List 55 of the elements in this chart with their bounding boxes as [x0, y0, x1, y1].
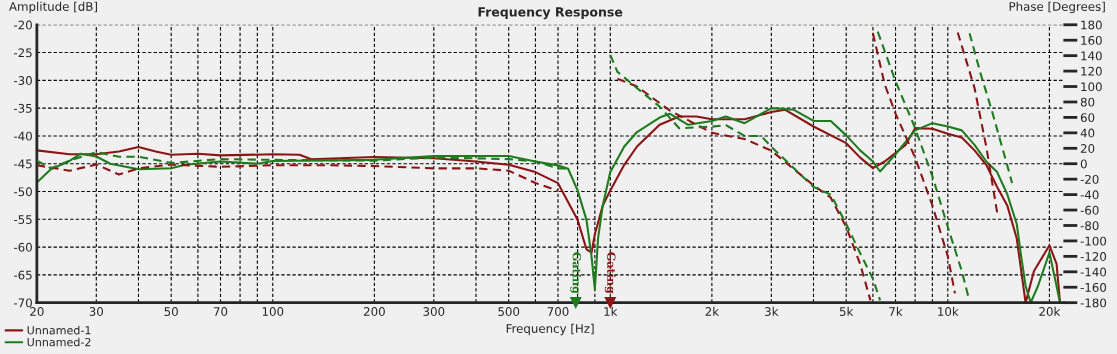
- y2-tick-label: -40: [1080, 190, 1099, 200]
- y2-tick-label: -60: [1080, 205, 1099, 215]
- x-tick-label: 30: [89, 307, 104, 316]
- y2-tick-label: -120: [1080, 252, 1107, 262]
- y2-tick-label: -160: [1080, 282, 1107, 292]
- y2-tick-label: 20: [1080, 144, 1095, 153]
- x-tick-label: 20k: [1039, 306, 1061, 316]
- x-tick-label: 10k: [938, 306, 959, 316]
- x-tick-label: 5k: [839, 306, 854, 316]
- y-tick-label: -70: [13, 298, 32, 308]
- y2-tick-label: 40: [1080, 128, 1095, 138]
- x-axis-title: Frequency [Hz]: [506, 323, 594, 336]
- y-tick-label: -30: [13, 76, 32, 86]
- y2-tick-label: 140: [1081, 51, 1102, 61]
- x-tick-label: 700: [547, 307, 569, 316]
- y-tick-label: -45: [13, 159, 32, 169]
- x-tick-label: 500: [498, 307, 520, 316]
- y-tick-label: -65: [13, 270, 32, 280]
- x-tick-label: 2k: [705, 306, 720, 316]
- x-tick-label: 3k: [765, 306, 779, 316]
- y-tick-label: -25: [13, 48, 32, 58]
- y2-tick-label: 180: [1081, 20, 1102, 30]
- y-tick-label: -55: [13, 215, 32, 224]
- y2-axis-title: Phase [Degrees]: [1009, 1, 1105, 14]
- y2-tick-label: -140: [1080, 267, 1107, 277]
- y2-tick-label: 120: [1081, 66, 1102, 76]
- x-tick-label: 100: [262, 307, 284, 316]
- y2-tick-label: -80: [1080, 221, 1099, 231]
- y2-tick-label: -100: [1080, 236, 1107, 246]
- line-series: [968, 32, 1014, 185]
- legend-label: Unnamed-1: [27, 325, 91, 335]
- y-tick-label: -50: [13, 187, 32, 197]
- y2-tick-label: 0: [1080, 159, 1087, 169]
- x-tick-label: 50: [164, 307, 178, 316]
- y-tick-label: -20: [13, 20, 32, 30]
- annotation: Gating: [604, 252, 616, 294]
- chart-title: Frequency Response: [478, 7, 623, 20]
- y-tick-label: -40: [13, 131, 32, 141]
- y2-tick-label: 160: [1081, 35, 1102, 45]
- x-tick-label: 200: [363, 307, 385, 316]
- y2-tick-label: 80: [1080, 97, 1095, 107]
- legend-label: Unnamed-2: [27, 337, 91, 347]
- y-tick-label: -35: [13, 103, 32, 113]
- y-axis-title: Amplitude [dB]: [9, 1, 97, 14]
- x-tick-label: 20: [30, 307, 44, 316]
- y2-tick-label: 100: [1081, 82, 1102, 92]
- x-tick-label: 300: [423, 307, 445, 316]
- x-tick-label: 1k: [604, 306, 618, 316]
- y2-tick-label: -180: [1080, 298, 1107, 308]
- x-tick-label: 70: [213, 307, 228, 316]
- x-tick-label: 7k: [889, 306, 903, 316]
- y2-tick-label: -20: [1080, 174, 1099, 184]
- annotation: Gating: [570, 252, 582, 294]
- y2-tick-label: 60: [1080, 113, 1095, 123]
- y-tick-label: -60: [13, 242, 32, 252]
